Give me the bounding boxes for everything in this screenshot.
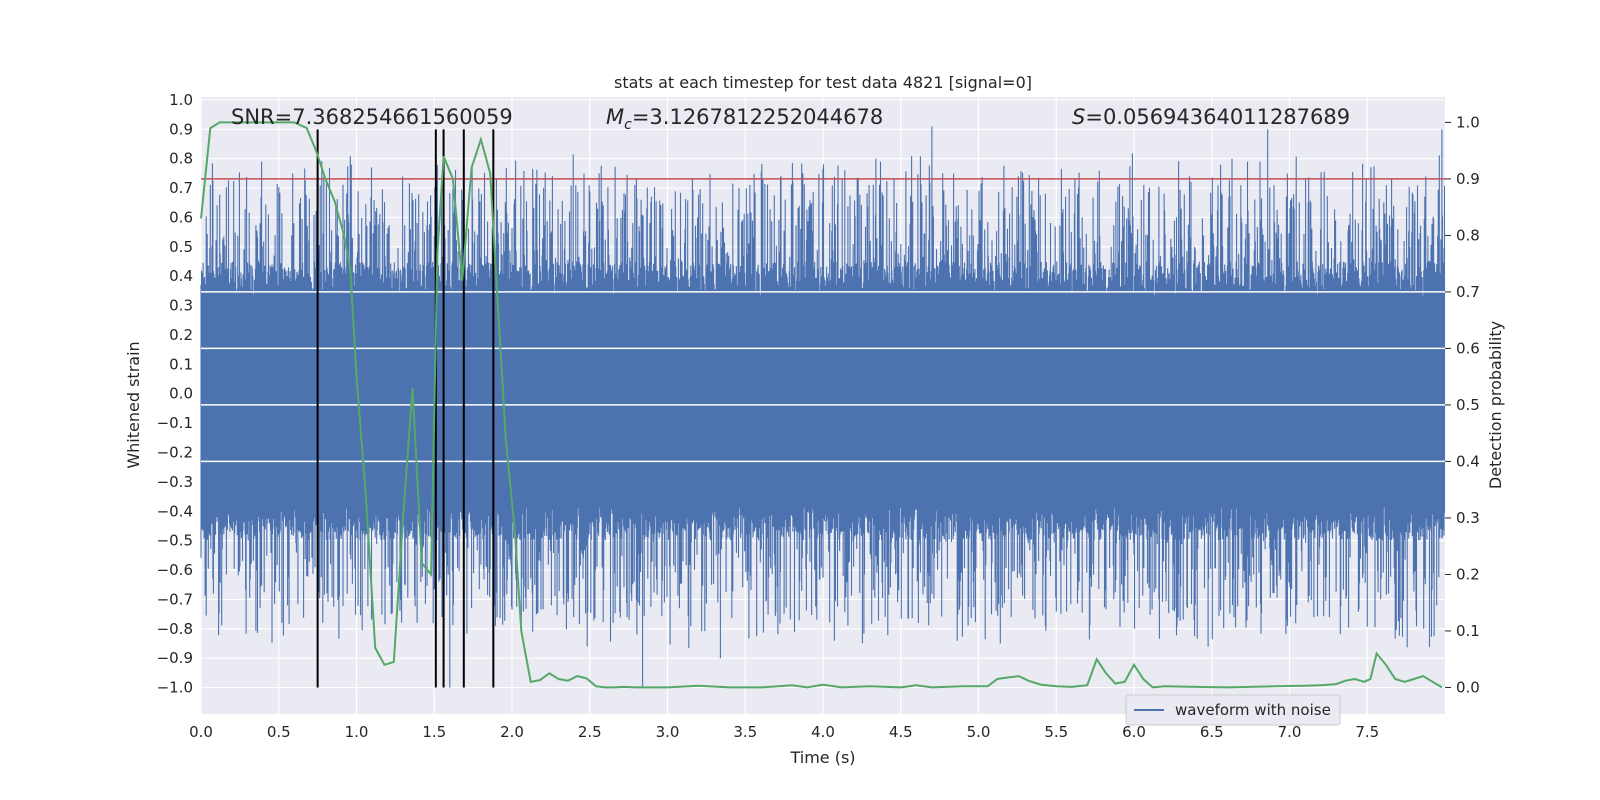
- y2-tick-label: 0.6: [1456, 339, 1480, 357]
- x-tick-label: 6.0: [1122, 723, 1146, 741]
- x-tick-label: 2.0: [500, 723, 524, 741]
- y-tick-label: −0.8: [157, 620, 193, 638]
- x-tick-label: 3.5: [733, 723, 757, 741]
- x-tick-label: 0.0: [189, 723, 213, 741]
- x-axis-label: Time (s): [789, 748, 855, 767]
- y-tick-label: −0.5: [157, 532, 193, 550]
- y-tick-label: 0.4: [169, 267, 193, 285]
- x-tick-label: 3.0: [656, 723, 680, 741]
- y-tick-label: 0.2: [169, 326, 193, 344]
- y-tick-labels: 1.0 0.9 0.8 0.7 0.6 0.5 0.4 0.3 0.2 0.1 0.0 −0.1 −0.…: [157, 91, 193, 697]
- y-tick-label: 0.7: [169, 179, 193, 197]
- y2-tick-label: 0.7: [1456, 283, 1480, 301]
- y-tick-label: 0.5: [169, 238, 193, 256]
- y2-tick-label: 0.2: [1456, 565, 1480, 583]
- detection-probability-line: [200, 121, 1443, 689]
- y-tick-label: −0.1: [157, 414, 193, 432]
- y-tick-label: 0.6: [169, 208, 193, 226]
- waveform-trace: [200, 126, 1446, 688]
- vertical-markers: [316, 129, 495, 688]
- y2-tick-label: 0.5: [1456, 396, 1480, 414]
- snr-annotation: SNR=7.368254661560059: [231, 105, 513, 129]
- y-tick-label: −0.3: [157, 473, 193, 491]
- y2-tick-label: 0.3: [1456, 509, 1480, 527]
- white-reference-lines: [201, 291, 1445, 463]
- legend-label: waveform with noise: [1175, 701, 1331, 719]
- y-tick-label: 0.0: [169, 385, 193, 403]
- y-tick-label: −0.9: [157, 649, 193, 667]
- chart-title: stats at each timestep for test data 482…: [614, 73, 1032, 92]
- x-tick-label: 5.5: [1044, 723, 1068, 741]
- y-tick-label: 0.8: [169, 150, 193, 168]
- x-tick-label: 7.5: [1355, 723, 1379, 741]
- y2-tick-label: 1.0: [1456, 113, 1480, 131]
- y-tick-label: 0.3: [169, 297, 193, 315]
- x-tick-label: 7.0: [1278, 723, 1302, 741]
- y2-tick-label: 0.0: [1456, 678, 1480, 696]
- legend-box: [1125, 694, 1341, 726]
- y2-tick-label: 0.9: [1456, 170, 1480, 188]
- s-annotation: S=0.05694364011287689: [1072, 105, 1350, 129]
- y2-tick-label: 0.4: [1456, 452, 1480, 470]
- y-tick-label: −0.7: [157, 590, 193, 608]
- y2-tick-label: 0.8: [1456, 226, 1480, 244]
- x-tick-label: 5.0: [967, 723, 991, 741]
- y-tick-label: 1.0: [169, 91, 193, 109]
- y-tick-label: −1.0: [157, 679, 193, 697]
- x-tick-labels: 0.0 0.5 1.0 1.5 2.0 2.5 3.0 3.5 4.0 4.5 5.0 5.5 6.0 6…: [189, 723, 1379, 741]
- y-tick-label: −0.6: [157, 561, 193, 579]
- x-tick-label: 1.5: [422, 723, 446, 741]
- y2-tick-label: 0.1: [1456, 622, 1480, 640]
- y2-tick-labels: 1.0 0.9 0.8 0.7 0.6 0.5 0.4 0.3 0.2 0.1 0.0: [1445, 113, 1480, 696]
- x-tick-label: 1.0: [345, 723, 369, 741]
- y-tick-label: 0.9: [169, 120, 193, 138]
- x-tick-label: 4.5: [889, 723, 913, 741]
- y-tick-label: 0.1: [169, 355, 193, 373]
- waveform-series: [200, 126, 1446, 688]
- legend: waveform with noise: [1125, 694, 1341, 726]
- chirp-mass-annotation: Mc=3.1267812252044678: [606, 105, 883, 133]
- x-tick-label: 6.5: [1200, 723, 1224, 741]
- x-tick-label: 2.5: [578, 723, 602, 741]
- y-tick-label: −0.2: [157, 444, 193, 462]
- x-tick-label: 4.0: [811, 723, 835, 741]
- y-axis-label: Whitened strain: [124, 341, 143, 468]
- y2-axis-label: Detection probability: [1486, 321, 1505, 489]
- y-tick-label: −0.4: [157, 502, 193, 520]
- x-tick-label: 0.5: [267, 723, 291, 741]
